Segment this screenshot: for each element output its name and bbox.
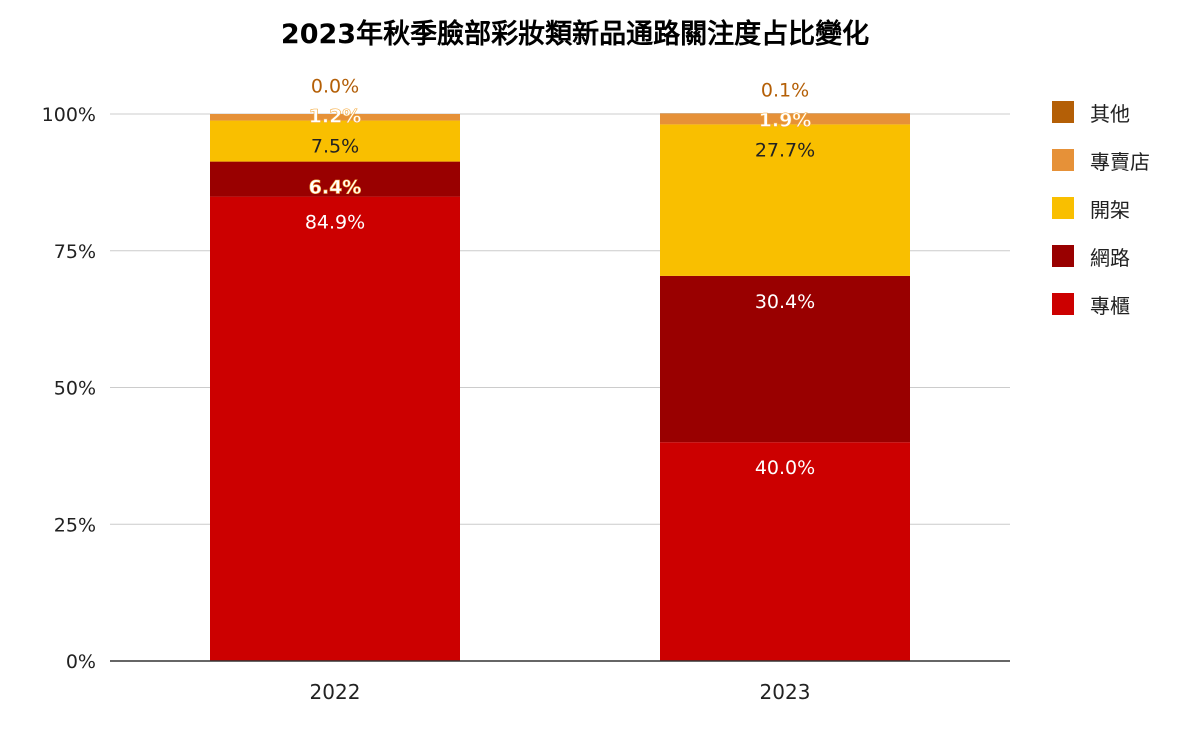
bar-segment bbox=[210, 114, 460, 121]
axes: 0% 25% 50% 75% 100% 2022 2023 bbox=[42, 104, 1010, 704]
bar-segment bbox=[660, 275, 910, 443]
legend-item-specialty-store: 專賣店 bbox=[1052, 148, 1150, 174]
legend-item-other: 其他 bbox=[1052, 100, 1150, 126]
bar-segment bbox=[660, 124, 910, 276]
data-label: 7.5% bbox=[311, 136, 359, 158]
data-label: 1.2% bbox=[309, 106, 362, 128]
data-label: 0.0% bbox=[311, 76, 359, 98]
legend-swatch bbox=[1052, 245, 1074, 267]
bar-segment bbox=[210, 120, 460, 162]
bar-segment bbox=[660, 114, 910, 125]
legend: 其他 專賣店 開架 網路 專櫃 bbox=[1052, 100, 1150, 340]
legend-item-drugstore: 開架 bbox=[1052, 196, 1150, 222]
data-label: 40.0% bbox=[755, 457, 815, 479]
data-label: 0.1% bbox=[761, 79, 809, 101]
x-tick-label: 2022 bbox=[310, 680, 361, 704]
data-label: 1.9% bbox=[759, 109, 812, 131]
legend-swatch bbox=[1052, 293, 1074, 315]
legend-swatch bbox=[1052, 149, 1074, 171]
bars bbox=[210, 113, 910, 662]
data-label: 6.4% bbox=[309, 177, 362, 199]
x-tick-label: 2023 bbox=[760, 680, 811, 704]
legend-label: 專櫃 bbox=[1090, 293, 1130, 318]
chart-title: 2023年秋季臉部彩妝類新品通路關注度占比變化 bbox=[280, 19, 870, 50]
bar-segment bbox=[660, 113, 910, 114]
bar-segment bbox=[210, 196, 460, 662]
y-tick-label: 0% bbox=[66, 651, 96, 673]
legend-swatch bbox=[1052, 197, 1074, 219]
y-tick-label: 50% bbox=[54, 378, 96, 400]
y-tick-label: 100% bbox=[42, 104, 96, 126]
y-tick-label: 25% bbox=[54, 514, 96, 536]
data-labels: 84.9% 6.4% 7.5% 1.2% 0.0% 40.0% 30.4% 27.7% 1.9%… bbox=[305, 76, 815, 480]
bar-segment bbox=[660, 442, 910, 661]
legend-item-counter: 專櫃 bbox=[1052, 292, 1150, 318]
data-label: 27.7% bbox=[755, 139, 815, 161]
legend-item-online: 網路 bbox=[1052, 244, 1150, 270]
legend-label: 開架 bbox=[1090, 197, 1130, 222]
legend-label: 其他 bbox=[1090, 101, 1130, 126]
legend-swatch bbox=[1052, 101, 1074, 123]
legend-label: 網路 bbox=[1090, 245, 1130, 270]
y-tick-label: 75% bbox=[54, 241, 96, 263]
data-label: 84.9% bbox=[305, 212, 365, 234]
data-label: 30.4% bbox=[755, 291, 815, 313]
legend-label: 專賣店 bbox=[1090, 149, 1150, 174]
bar-segment bbox=[210, 161, 460, 197]
